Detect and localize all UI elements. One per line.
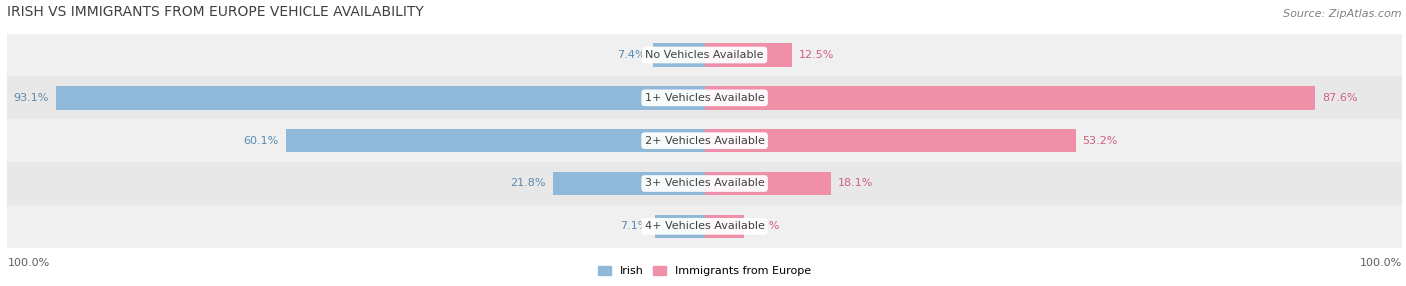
Text: IRISH VS IMMIGRANTS FROM EUROPE VEHICLE AVAILABILITY: IRISH VS IMMIGRANTS FROM EUROPE VEHICLE … (7, 5, 425, 19)
Bar (553, 172, 704, 195)
Text: 3+ Vehicles Available: 3+ Vehicles Available (645, 178, 765, 188)
Bar (652, 43, 704, 67)
Text: 18.1%: 18.1% (838, 178, 873, 188)
Text: No Vehicles Available: No Vehicles Available (645, 50, 763, 60)
Text: 4+ Vehicles Available: 4+ Vehicles Available (645, 221, 765, 231)
Bar (7, 33, 1402, 76)
Text: 1+ Vehicles Available: 1+ Vehicles Available (645, 93, 765, 103)
Bar (704, 129, 1076, 152)
Bar (704, 43, 792, 67)
Text: 2+ Vehicles Available: 2+ Vehicles Available (645, 136, 765, 146)
Text: Source: ZipAtlas.com: Source: ZipAtlas.com (1284, 9, 1402, 19)
Bar (655, 214, 704, 238)
Bar (7, 162, 1402, 205)
Bar (7, 76, 1402, 119)
Text: 7.4%: 7.4% (617, 50, 645, 60)
Text: 87.6%: 87.6% (1323, 93, 1358, 103)
Bar (7, 119, 1402, 162)
Text: 21.8%: 21.8% (510, 178, 546, 188)
Text: 53.2%: 53.2% (1083, 136, 1118, 146)
Bar (7, 205, 1402, 248)
Text: 100.0%: 100.0% (7, 259, 49, 269)
Text: 12.5%: 12.5% (799, 50, 834, 60)
Text: 93.1%: 93.1% (13, 93, 49, 103)
Bar (285, 129, 704, 152)
Text: 5.7%: 5.7% (751, 221, 780, 231)
Text: 100.0%: 100.0% (1360, 259, 1402, 269)
Text: 60.1%: 60.1% (243, 136, 278, 146)
Bar (704, 172, 831, 195)
Bar (704, 86, 1316, 110)
Bar (704, 214, 744, 238)
Bar (55, 86, 704, 110)
Text: 7.1%: 7.1% (620, 221, 648, 231)
Legend: Irish, Immigrants from Europe: Irish, Immigrants from Europe (593, 262, 815, 281)
